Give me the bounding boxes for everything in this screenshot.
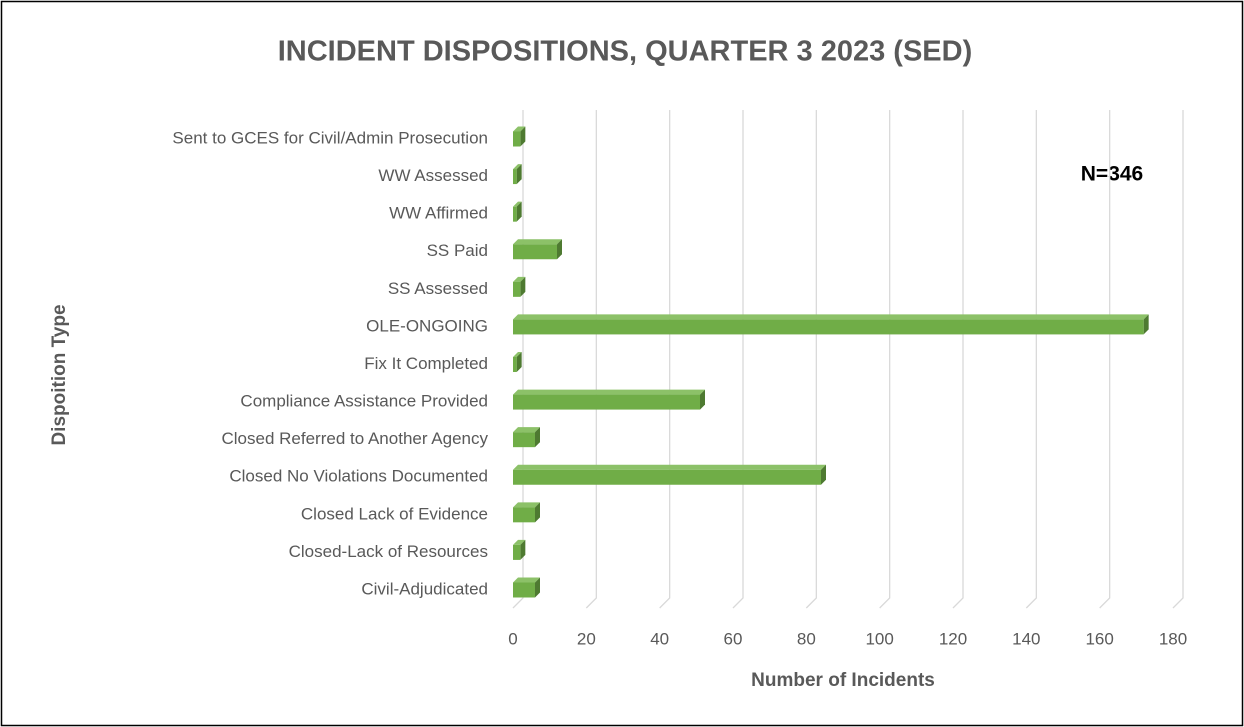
bar-top: [513, 427, 540, 433]
grid-line: [659, 110, 671, 609]
grid-line: [1172, 110, 1184, 609]
x-axis-title: Number of Incidents: [751, 670, 935, 691]
bar-side: [700, 389, 705, 410]
y-tick-label: SS Paid: [427, 241, 488, 260]
x-tick-label: 160: [1085, 629, 1113, 648]
bar-top: [513, 126, 526, 132]
grid-line: [732, 110, 744, 609]
bar: [513, 432, 535, 448]
bar-side: [516, 352, 522, 372]
y-tick-label: WW Affirmed: [389, 204, 488, 223]
bar-side: [1143, 314, 1149, 335]
bar: [513, 131, 521, 147]
bar: [513, 281, 521, 297]
y-tick-label: Closed-Lack of Resources: [289, 542, 488, 561]
bar: [513, 319, 1144, 335]
grid-line: [1099, 110, 1111, 609]
bar: [513, 206, 517, 222]
x-tick-label: 60: [724, 629, 743, 648]
bar-top: [513, 389, 705, 395]
y-tick-label: WW Assessed: [378, 166, 488, 185]
grid-line: [805, 110, 817, 609]
bar-side: [557, 239, 562, 260]
chart-title: INCIDENT DISPOSITIONS, QUARTER 3 2023 (S…: [278, 36, 973, 68]
bar-side: [535, 502, 540, 523]
x-tick-label: 40: [650, 629, 669, 648]
y-tick-label: SS Assessed: [388, 279, 488, 298]
bar-top: [513, 164, 522, 170]
bar-side: [535, 427, 540, 448]
bar: [513, 394, 700, 410]
bar-top: [513, 201, 522, 207]
y-axis-title: Dispoition Type: [49, 304, 70, 445]
bar: [513, 582, 535, 598]
x-tick-label: 20: [577, 629, 596, 648]
bar-side: [516, 164, 522, 185]
bar: [513, 169, 517, 185]
grid-line: [512, 110, 524, 609]
x-tick-label: 0: [508, 629, 517, 648]
bar-top: [513, 276, 526, 282]
bar-side: [535, 577, 540, 598]
bar-side: [516, 201, 522, 222]
bar: [513, 357, 517, 372]
bar-top: [513, 314, 1149, 320]
bar-side: [821, 464, 826, 485]
grid-line: [879, 110, 891, 609]
x-tick-label: 120: [939, 629, 967, 648]
bar-side: [520, 276, 526, 297]
y-tick-label: Compliance Assistance Provided: [240, 392, 488, 411]
y-tick-label: Closed No Violations Documented: [229, 467, 488, 486]
x-tick-label: 100: [865, 629, 893, 648]
y-tick-label: Civil-Adjudicated: [361, 579, 488, 598]
y-tick-label: Closed Referred to Another Agency: [222, 429, 489, 448]
y-tick-label: Closed Lack of Evidence: [301, 504, 488, 523]
grid-line: [585, 110, 597, 609]
bar-top: [513, 577, 540, 583]
bar-top: [513, 352, 522, 357]
bar-side: [520, 539, 526, 560]
y-tick-label: OLE-ONGOING: [366, 316, 488, 335]
annotation: N=346: [1081, 163, 1143, 186]
bar: [513, 469, 821, 485]
y-tick-label: Fix It Completed: [364, 354, 488, 373]
bar: [513, 544, 521, 560]
x-tick-label: 80: [797, 629, 816, 648]
y-tick-label: Sent to GCES for Civil/Admin Prosecution: [172, 128, 488, 147]
bar-top: [513, 539, 526, 545]
grid-line: [952, 110, 964, 609]
bar: [513, 244, 557, 260]
bar-top: [513, 502, 540, 508]
x-tick-label: 180: [1159, 629, 1187, 648]
x-tick-label: 140: [1012, 629, 1040, 648]
bar-top: [513, 464, 826, 470]
bar: [513, 507, 535, 523]
grid-line: [1025, 110, 1037, 609]
bar-side: [520, 126, 526, 147]
bar-top: [513, 239, 562, 245]
